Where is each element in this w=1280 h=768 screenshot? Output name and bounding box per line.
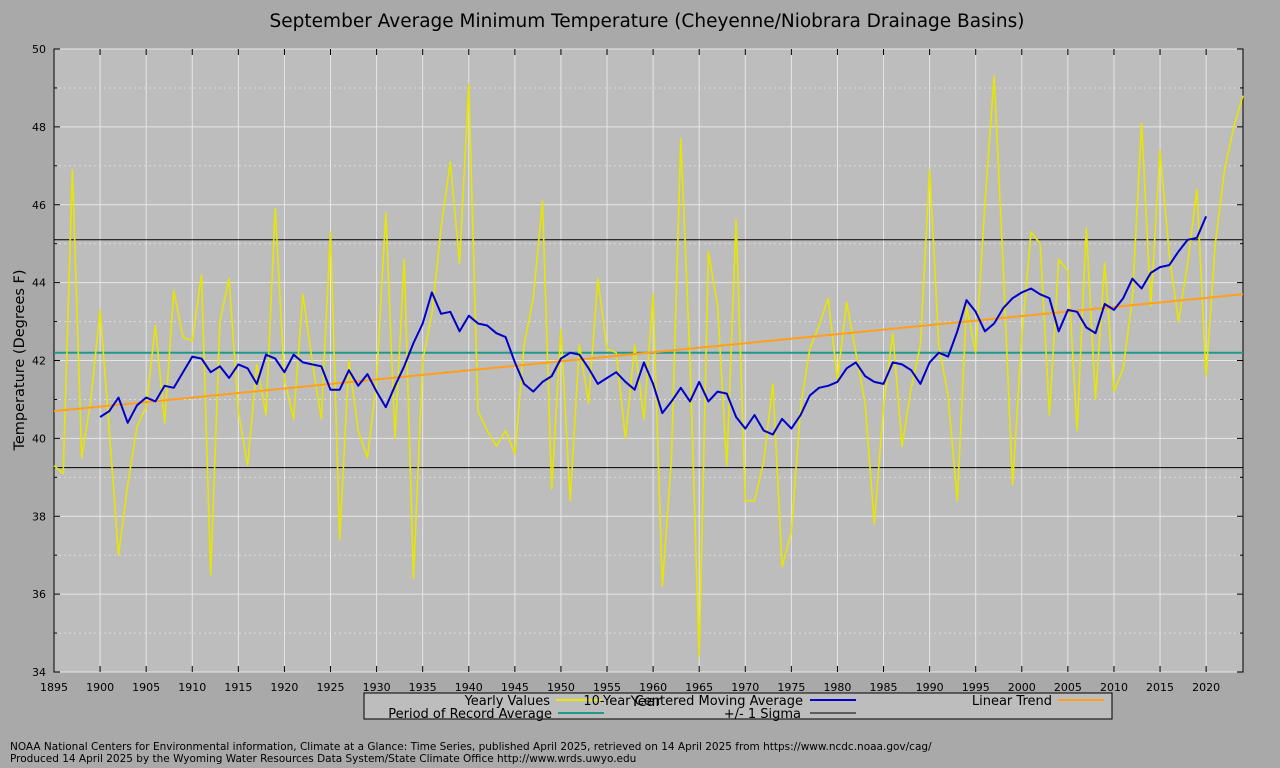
tick-labels: 34 36 38 40 42 44 46 48 50 1895 1900 1905 1910 1915 19… — [32, 43, 1220, 694]
chart-title: September Average Minimum Temperature (C… — [270, 11, 1025, 32]
x-tick-label: 2000 — [1008, 681, 1036, 694]
x-tick-label: 1920 — [270, 681, 298, 694]
legend-label-yearly: Yearly Values — [464, 694, 551, 709]
legend-label-trend: Linear Trend — [972, 694, 1052, 709]
source-credit-line: NOAA National Centers for Environmental … — [10, 741, 932, 753]
x-tick-label: 1990 — [916, 681, 944, 694]
x-tick-label: 1995 — [962, 681, 990, 694]
x-tick-label: 1955 — [593, 681, 621, 694]
x-tick-label: 1930 — [363, 681, 391, 694]
legend-label-moving-average: 10-Year Centered Moving Average — [583, 694, 803, 709]
legend-label-sigma: +/- 1 Sigma — [724, 707, 801, 722]
x-tick-label: 1905 — [132, 681, 160, 694]
x-tick-label: 1950 — [547, 681, 575, 694]
y-tick-label: 34 — [32, 666, 46, 679]
x-tick-label: 1915 — [224, 681, 252, 694]
legend: Yearly Values 10-Year Centered Moving Av… — [363, 692, 1113, 722]
producer-credit-line: Produced 14 April 2025 by the Wyoming Wa… — [10, 753, 637, 765]
x-axis-label: Year — [630, 694, 662, 710]
x-tick-label: 2005 — [1054, 681, 1082, 694]
x-tick-label: 1960 — [639, 681, 667, 694]
y-tick-label: 50 — [32, 43, 46, 56]
x-tick-label: 1970 — [731, 681, 759, 694]
x-tick-label: 1935 — [409, 681, 437, 694]
y-tick-label: 46 — [32, 199, 46, 212]
x-tick-label: 1895 — [40, 681, 68, 694]
x-tick-label: 1900 — [86, 681, 114, 694]
x-tick-label: 2015 — [1146, 681, 1174, 694]
legend-box — [363, 692, 1113, 720]
x-tick-label: 1965 — [685, 681, 713, 694]
x-tick-label: 1940 — [455, 681, 483, 694]
linear-trend-line — [53, 293, 1244, 413]
y-axis-label: Temperature (Degrees F) — [12, 269, 28, 451]
moving-average-line — [99, 216, 1208, 436]
x-tick-label: 1980 — [823, 681, 851, 694]
y-tick-label: 42 — [32, 355, 46, 368]
x-tick-label: 1925 — [317, 681, 345, 694]
x-tick-label: 1975 — [777, 681, 805, 694]
x-tick-label: 1910 — [178, 681, 206, 694]
x-tick-label: 1985 — [870, 681, 898, 694]
y-tick-label: 40 — [32, 432, 46, 445]
y-tick-label: 38 — [32, 510, 46, 523]
y-tick-label: 36 — [32, 588, 46, 601]
legend-label-record-average: Period of Record Average — [388, 707, 552, 722]
yearly-values-line — [53, 75, 1244, 658]
series-layer — [53, 75, 1244, 658]
y-tick-label: 48 — [32, 121, 46, 134]
x-tick-label: 2020 — [1192, 681, 1220, 694]
x-tick-label: 1945 — [501, 681, 529, 694]
x-tick-label: 2010 — [1100, 681, 1128, 694]
y-tick-label: 44 — [32, 277, 46, 290]
